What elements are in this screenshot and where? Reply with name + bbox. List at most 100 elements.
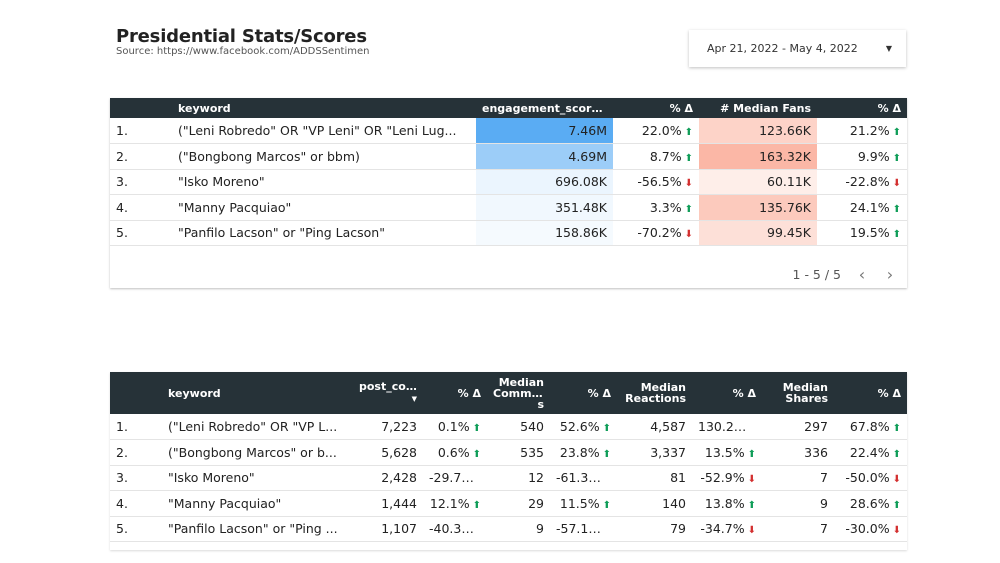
posts-delta-cell-value: 12.1% [429, 495, 470, 511]
row-index: 3. [110, 465, 162, 491]
header-fans-delta[interactable]: % Δ [877, 101, 901, 115]
table-header-row: keyword engagement_score ▼ % Δ # Median F… [110, 98, 907, 118]
table-row[interactable]: 1. ("Leni Robredo" OR "VP L... 7,223 0.1% ⬆ 5… [110, 414, 907, 440]
header-comments-delta[interactable]: % Δ [587, 386, 611, 400]
median-reactions-cell: 81 [617, 465, 692, 491]
arrow-down-icon: ⬇ [747, 525, 756, 537]
chevron-left-icon[interactable]: ‹ [858, 265, 866, 284]
posts-delta-cell: -29.7% ⬇ [423, 465, 487, 491]
row-index: 4. [110, 491, 162, 517]
median-comments-cell-value: 9 [536, 521, 544, 537]
comments-delta-cell-value: -57.1% [556, 521, 601, 537]
header-index [110, 372, 162, 414]
pagination: 1 - 5 / 5 ‹ › [793, 265, 897, 284]
comments-delta-cell: 11.5% ⬆ [550, 491, 617, 517]
comments-delta-cell-value: 11.5% [559, 495, 600, 511]
row-index-value: 1. [116, 123, 128, 138]
post-metrics-table: keyword post_count ▼ % Δ Median Comment s… [110, 372, 907, 550]
header-keyword[interactable]: keyword [168, 386, 221, 400]
row-index-value: 4. [116, 495, 128, 511]
header-median-shares[interactable]: Median Shares [782, 381, 828, 405]
header-median-reactions[interactable]: Median Reactions [625, 381, 686, 405]
header-index [110, 98, 172, 118]
header-posts-delta[interactable]: % Δ [457, 386, 481, 400]
fans-delta-cell: -22.8% ⬇ [817, 169, 907, 195]
fans-delta-cell-value: 24.1% [849, 199, 890, 215]
median-comments-cell: 540 [487, 414, 550, 440]
eng-delta-cell: 22.0% ⬆ [613, 118, 699, 144]
date-range-picker[interactable]: Apr 21, 2022 - May 4, 2022 ▼ [689, 30, 906, 67]
engagement-cell: 696.08K [476, 169, 613, 195]
row-index: 2. [110, 144, 172, 170]
shares-delta-cell: -50.0% ⬇ [834, 465, 907, 491]
median-fans-cell-value: 123.66K [759, 123, 811, 138]
median-comments-cell: 9 [487, 516, 550, 542]
date-range-label: Apr 21, 2022 - May 4, 2022 [707, 42, 858, 55]
row-index: 2. [110, 440, 162, 466]
median-comments-cell: 12 [487, 465, 550, 491]
arrow-down-icon: ⬇ [747, 474, 756, 486]
comments-delta-cell-value: -61.3% [556, 470, 601, 486]
header-shares-delta[interactable]: % Δ [877, 386, 901, 400]
keyword-cell: ("Bongbong Marcos" or bbm) [172, 144, 476, 170]
row-index-value: 1. [116, 419, 128, 434]
reactions-delta-cell-value: -52.9% [700, 470, 745, 486]
arrow-up-icon: ⬆ [747, 499, 756, 511]
header-engagement-score[interactable]: engagement_score ▼ [476, 98, 613, 118]
eng-delta-cell-value: 3.3% [649, 199, 682, 215]
fans-delta-cell: 9.9% ⬆ [817, 144, 907, 170]
fans-delta-cell-value: 19.5% [849, 225, 890, 241]
post-count-cell-value: 2,428 [381, 470, 417, 486]
table-row[interactable]: 5. "Panfilo Lacson" or "Ping ... 1,107 -40.… [110, 516, 907, 542]
chevron-right-icon[interactable]: › [886, 265, 894, 284]
arrow-up-icon: ⬆ [684, 203, 693, 215]
fans-delta-cell: 24.1% ⬆ [817, 195, 907, 221]
shares-delta-cell-value: 67.8% [849, 419, 890, 434]
keyword-cell: ("Leni Robredo" OR "VP Leni" OR "Leni Lu… [172, 118, 476, 144]
posts-delta-cell: 12.1% ⬆ [423, 491, 487, 517]
comments-delta-cell: 23.8% ⬆ [550, 440, 617, 466]
row-index: 3. [110, 169, 172, 195]
arrow-down-icon: ⬇ [684, 178, 693, 190]
dropdown-caret-icon: ▼ [885, 44, 892, 53]
row-index: 4. [110, 195, 172, 221]
engagement-cell-value: 4.69M [568, 148, 607, 164]
header-median-comments[interactable]: Median Comment s [493, 375, 550, 411]
header-keyword[interactable]: keyword [178, 101, 231, 115]
table-row[interactable]: 4. "Manny Pacquiao" 351.48K 3.3% ⬆ 135.76K 24.… [110, 194, 907, 221]
header-reactions-delta[interactable]: % Δ [732, 386, 756, 400]
median-fans-cell: 135.76K [699, 194, 817, 220]
table-row[interactable]: 1. ("Leni Robredo" OR "VP Leni" OR "Leni … [110, 118, 907, 144]
table-row[interactable]: 2. ("Bongbong Marcos" or b... 5,628 0.6% ⬆ 53… [110, 440, 907, 466]
keyword-cell-value: ("Leni Robredo" OR "VP Leni" OR "Leni Lu… [178, 123, 457, 138]
table-row[interactable]: 3. "Isko Moreno" 2,428 -29.7% ⬇ 12 -61.3% ⬇ 81 -5… [110, 465, 907, 491]
row-index: 1. [110, 118, 172, 144]
median-reactions-cell-value: 81 [670, 470, 686, 486]
keyword-cell: "Panfilo Lacson" or "Ping Lacson" [172, 220, 476, 246]
header-post-count[interactable]: post_count ▼ [353, 372, 423, 414]
comments-delta-cell: -57.1% ⬇ [550, 516, 617, 542]
post-count-cell-value: 1,444 [381, 495, 417, 511]
median-reactions-cell: 140 [617, 491, 692, 517]
median-fans-cell: 60.11K [699, 169, 817, 195]
posts-delta-cell: -40.3% ⬇ [423, 516, 487, 542]
median-shares-cell: 9 [762, 491, 834, 517]
table-row[interactable]: 3. "Isko Moreno" 696.08K -56.5% ⬇ 60.11K -22.8… [110, 169, 907, 195]
comments-delta-cell-value: 23.8% [559, 444, 600, 460]
row-index-value: 5. [116, 225, 128, 241]
eng-delta-cell-value: -56.5% [637, 174, 682, 190]
eng-delta-cell-value: 8.7% [649, 148, 682, 164]
keyword-cell-value: ("Bongbong Marcos" or bbm) [178, 148, 360, 164]
arrow-up-icon: ⬆ [472, 448, 481, 460]
table-row[interactable]: 4. "Manny Pacquiao" 1,444 12.1% ⬆ 29 11.5% ⬆ 140… [110, 491, 907, 517]
fans-delta-cell-value: 21.2% [849, 123, 890, 138]
table-row[interactable]: 5. "Panfilo Lacson" or "Ping Lacson" 158.8… [110, 220, 907, 246]
comments-delta-cell-value: 52.6% [559, 419, 600, 434]
reactions-delta-cell: 13.8% ⬆ [692, 491, 762, 517]
shares-delta-cell: 22.4% ⬆ [834, 440, 907, 466]
eng-delta-cell: -56.5% ⬇ [613, 169, 699, 195]
table-row[interactable]: 2. ("Bongbong Marcos" or bbm) 4.69M 8.7% ⬆ 16… [110, 143, 907, 170]
post-count-cell-value: 1,107 [381, 521, 417, 537]
header-median-fans[interactable]: # Median Fans [720, 101, 811, 115]
header-eng-delta[interactable]: % Δ [669, 101, 693, 115]
